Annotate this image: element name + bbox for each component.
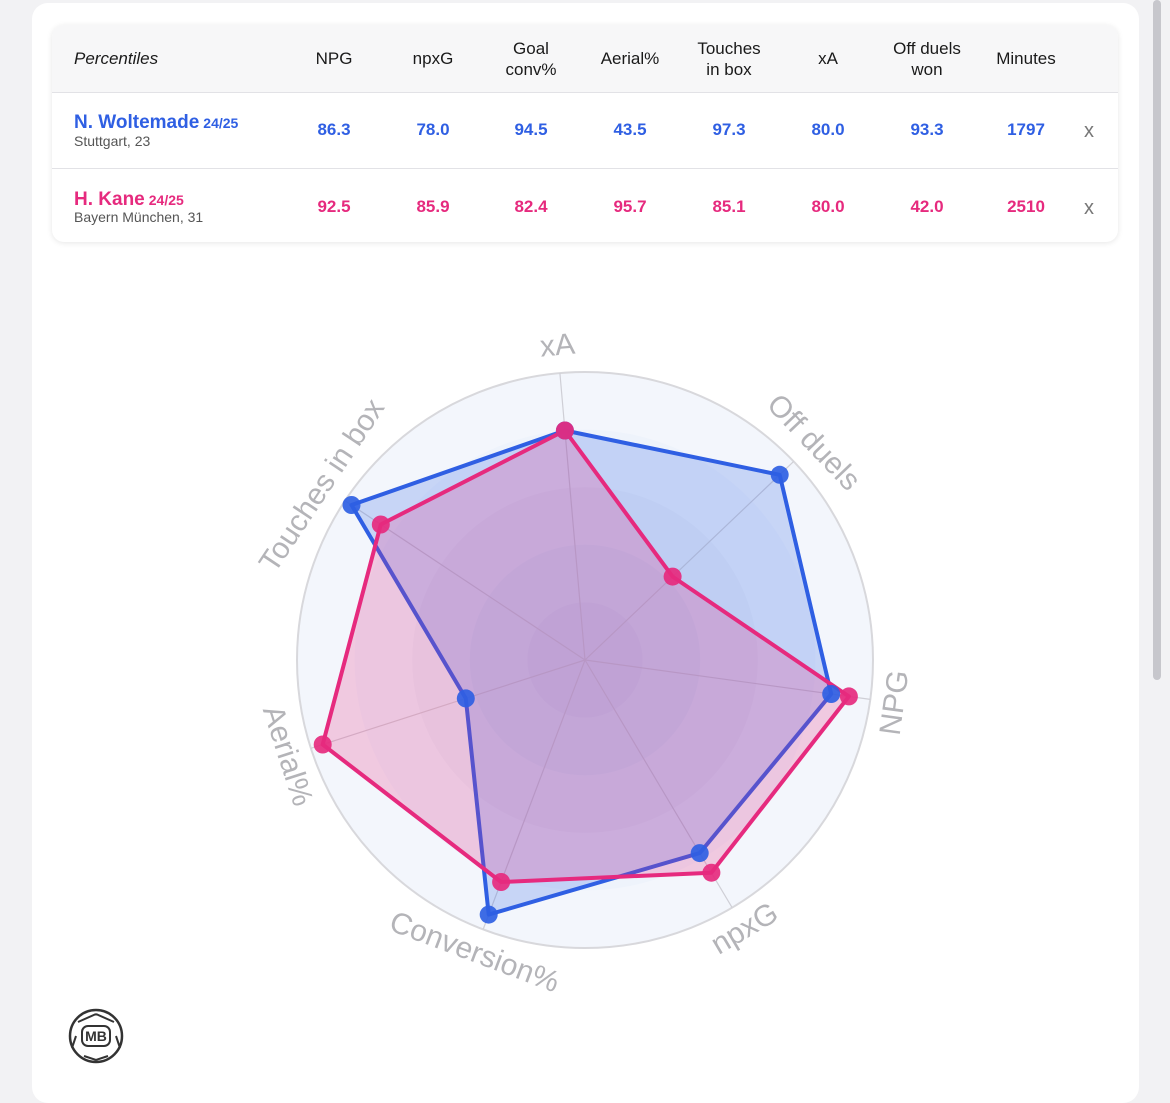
value-goal-conv: 94.5 [514, 120, 548, 139]
player-name-text: N. Woltemade [74, 112, 200, 133]
player-name[interactable]: H. Kane 24/25 [74, 189, 184, 211]
header-goal-conv: Goal conv% [505, 38, 557, 79]
header-xa: xA [818, 49, 838, 68]
radar-point [479, 905, 498, 924]
value-minutes: 1797 [1007, 120, 1045, 139]
value-off-duels-won: 42.0 [910, 197, 944, 216]
value-touches-in-box: 97.3 [712, 120, 746, 139]
value-npxg: 85.9 [416, 197, 450, 216]
player-club: Bayern München, 31 [74, 209, 204, 225]
radar-point [342, 496, 361, 514]
value-goal-conv: 82.4 [514, 197, 548, 216]
radar-axis-label: xA [539, 328, 577, 364]
header-touches-in-box: Touches in box [697, 38, 761, 79]
header-aerial: Aerial% [600, 49, 660, 68]
radar-series-area [320, 428, 851, 884]
radar-point [690, 844, 709, 863]
radar-point [456, 689, 475, 708]
value-xa: 80.0 [811, 197, 845, 216]
radar-point [770, 465, 789, 484]
player-season: 24/25 [203, 115, 239, 131]
value-aerial: 95.7 [613, 197, 647, 216]
radar-point [822, 685, 841, 703]
table-header: Percentiles NPG npxG Goal conv% Aerial% … [52, 25, 1118, 93]
table-row: H. Kane 24/25 Bayern München, 31 92.5 85.… [52, 169, 1118, 242]
player-name[interactable]: N. Woltemade 24/25 [74, 112, 238, 134]
header-npg: NPG [315, 49, 353, 68]
radar-point [702, 863, 721, 882]
header-percentiles: Percentiles [74, 49, 159, 68]
table-row: N. Woltemade 24/25 Stuttgart, 23 86.3 78.… [52, 93, 1118, 169]
value-touches-in-box: 85.1 [712, 197, 746, 216]
value-npg: 86.3 [317, 120, 351, 139]
value-off-duels-won: 93.3 [910, 120, 944, 139]
radar-spoke [584, 461, 795, 661]
radar-spoke [310, 659, 586, 749]
radar-axis-label: NPG [874, 668, 916, 737]
radar-point [663, 567, 682, 586]
remove-player-button[interactable]: x [1084, 120, 1094, 142]
radar-point [555, 421, 574, 440]
player-season: 24/25 [148, 192, 184, 208]
value-aerial: 43.5 [613, 120, 647, 139]
comparison-table: Percentiles NPG npxG Goal conv% Aerial% … [52, 25, 1118, 242]
logo-text: MB [85, 1028, 107, 1044]
value-minutes: 2510 [1007, 197, 1045, 216]
header-off-duels-won: Off duels won [893, 38, 961, 79]
radar-spoke [559, 373, 586, 661]
value-npxg: 78.0 [416, 120, 450, 139]
value-npg: 92.5 [317, 197, 351, 216]
value-xa: 80.0 [811, 120, 845, 139]
player-name-text: H. Kane [74, 189, 145, 210]
remove-player-button[interactable]: x [1084, 197, 1094, 219]
radar-point [313, 735, 332, 754]
radar-point [371, 515, 390, 534]
header-npxg: npxG [412, 49, 454, 68]
radar-point [492, 873, 511, 891]
scrollbar[interactable] [1153, 0, 1161, 680]
mb-logo-icon: MB [68, 1008, 124, 1064]
radar-series-area [349, 428, 834, 917]
header-minutes: Minutes [996, 49, 1056, 68]
player-club: Stuttgart, 23 [74, 133, 151, 149]
radar-point [839, 687, 858, 706]
